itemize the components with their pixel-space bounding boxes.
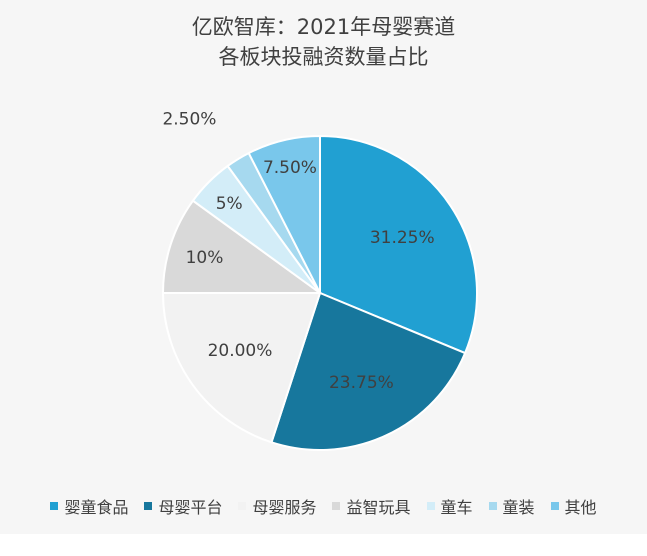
legend-item-4: 益智玩具 [332,494,411,518]
chart-legend: 婴童食品 母婴平台 母婴服务 益智玩具 童车 童装 其他 [0,494,647,518]
slice-data-label-7: 7.50% [263,158,317,178]
pie-slice-2 [270,291,467,451]
legend-swatch [426,502,435,510]
slice-data-label-1: 31.25% [370,228,435,248]
legend-item-1: 婴童食品 [50,494,128,518]
slice-data-label-6: 2.50% [162,110,216,130]
legend-swatch [332,502,341,510]
pie-slice-7 [247,134,321,294]
pie-slice-3 [161,292,322,444]
legend-swatch [238,502,247,510]
slice-data-label-2: 23.75% [329,373,394,393]
pie-slice-4 [161,199,324,294]
pie-chart: 31.25% 23.75% 20.00% 10% 5% 2.50% 7.50% [161,110,478,451]
slice-data-label-4: 10% [186,248,224,268]
slice-data-label-5: 5% [216,194,243,214]
legend-swatch [550,502,559,510]
chart-panel: 亿欧智库：2021年母婴赛道 各板块投融资数量占比 31.25% 23.75% 20… [0,12,647,518]
legend-label: 婴童食品 [64,498,129,517]
legend-item-5: 童车 [426,494,473,518]
legend-swatch [50,502,59,510]
legend-item-2: 母婴平台 [144,494,222,518]
pie-slice-1 [319,134,478,355]
legend-label: 其他 [564,498,597,517]
legend-label: 母婴平台 [158,498,223,517]
legend-label: 母婴服务 [252,498,317,517]
legend-label: 益智玩具 [346,498,411,517]
legend-label: 童车 [440,498,473,517]
chart-title-line-1: 亿欧智库：2021年母婴赛道 [191,15,456,39]
legend-item-6: 童装 [488,494,535,518]
slice-data-label-3: 20.00% [208,341,273,361]
legend-swatch [488,502,497,510]
legend-item-3: 母婴服务 [238,494,316,518]
chart-title-line-2: 各板块投融资数量占比 [218,45,429,69]
legend-label: 童装 [502,498,535,517]
legend-swatch [144,502,153,510]
legend-item-7: 其他 [550,494,597,518]
chart-title: 亿欧智库：2021年母婴赛道 各板块投融资数量占比 [0,12,647,72]
